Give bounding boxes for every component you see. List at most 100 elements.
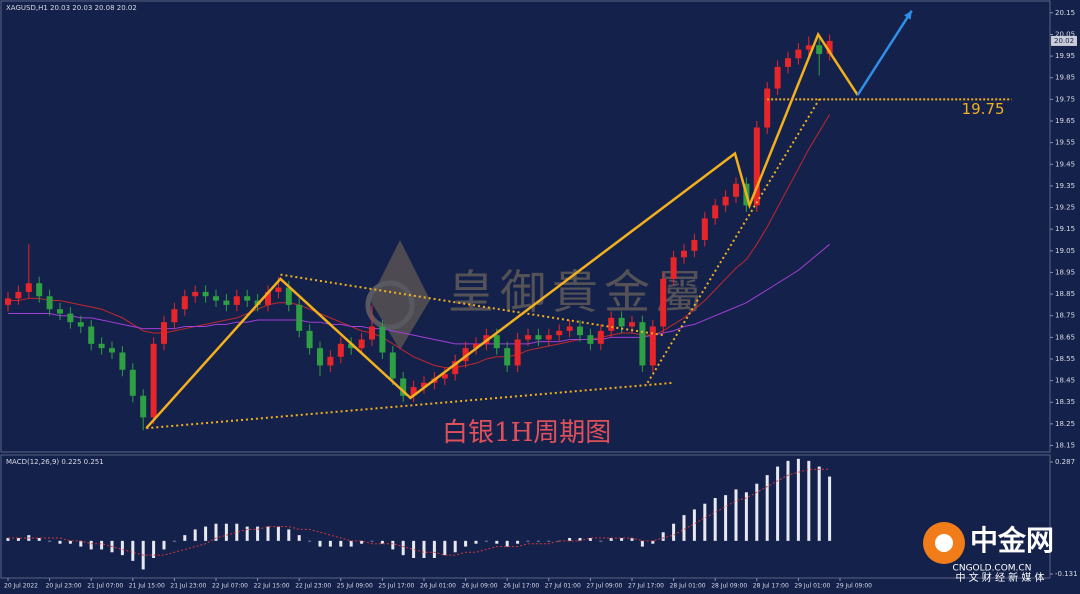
candle-body	[764, 88, 771, 128]
y-tick-label: 19.35	[1055, 182, 1075, 190]
x-tick-label: 26 Jul 01:00	[420, 583, 456, 590]
macd-y-tick-label: 0.287	[1055, 458, 1075, 466]
macd-bar	[713, 498, 717, 541]
macd-bar	[48, 540, 52, 542]
x-tick-label: 28 Jul 01:00	[670, 583, 706, 590]
candle-body	[98, 343, 105, 349]
macd-bar	[453, 540, 457, 553]
macd-bar	[495, 540, 499, 544]
macd-bar	[443, 540, 447, 556]
macd-bar	[172, 540, 176, 542]
macd-bar	[235, 523, 239, 541]
macd-bar	[505, 540, 509, 547]
y-tick-label: 19.15	[1055, 225, 1075, 233]
macd-bar	[79, 540, 83, 547]
y-tick-label: 20.15	[1055, 9, 1075, 17]
candle-body	[660, 278, 667, 327]
candle-body	[296, 304, 303, 331]
macd-bar	[703, 503, 707, 541]
y-tick-label: 20.05	[1055, 30, 1075, 38]
macd-bar	[245, 526, 249, 541]
candle-body	[712, 205, 719, 219]
macd-bar	[547, 540, 551, 542]
candle-body	[119, 352, 126, 370]
macd-bar	[640, 540, 644, 547]
candle-body	[774, 66, 781, 89]
x-tick-label: 25 Jul 17:00	[378, 583, 414, 590]
macd-bar	[214, 523, 218, 541]
zigzag	[145, 31, 859, 430]
macd-bar	[682, 515, 686, 541]
macd-bar	[37, 538, 41, 541]
main-panel	[0, 0, 1051, 453]
y-tick-label: 18.25	[1055, 420, 1075, 428]
last-price: 20.02	[1054, 37, 1074, 45]
candle-body	[535, 335, 542, 340]
macd-bar	[755, 483, 759, 541]
candle-body	[327, 356, 334, 366]
logo-url: CNGOLD.COM.CN	[953, 564, 1032, 574]
candle-body	[587, 335, 594, 344]
macd-bar	[526, 540, 530, 542]
candle-body	[348, 343, 355, 349]
candle-body	[171, 309, 178, 323]
macd-bar	[765, 475, 769, 541]
candle-body	[441, 374, 448, 379]
watermark-shape	[370, 240, 430, 350]
macd-bar	[68, 540, 72, 544]
macd-bar	[796, 458, 800, 541]
candle-body	[109, 348, 115, 353]
y-tick-label: 18.35	[1055, 398, 1075, 406]
candle-body	[140, 395, 147, 418]
macd-bar	[120, 540, 124, 556]
macd-bar	[734, 489, 738, 541]
candle-body	[389, 352, 396, 379]
y-tick-label: 19.75	[1055, 95, 1075, 103]
macd-bar	[661, 532, 665, 541]
candle-body	[608, 317, 615, 331]
macd-bar	[817, 466, 821, 541]
candle-body	[473, 343, 479, 349]
macd-bar	[58, 540, 62, 544]
macd-bar	[422, 540, 426, 558]
macd-bar	[516, 540, 520, 544]
macd-bar	[391, 540, 395, 550]
macd-bar	[724, 495, 728, 541]
candle-body	[805, 45, 812, 50]
macd-bar	[672, 523, 676, 541]
candle-body	[493, 335, 500, 349]
candle-body	[337, 343, 344, 357]
macd-panel	[0, 454, 1051, 579]
candle-body	[202, 291, 209, 297]
candle-body	[566, 326, 573, 331]
candle-body	[785, 58, 791, 67]
x-tick-label: 22 Jul 15:00	[254, 583, 290, 590]
y-tick-label: 19.65	[1055, 117, 1075, 125]
candle-body	[462, 348, 469, 362]
candle-body	[46, 296, 53, 310]
x-tick-label: 25 Jul 09:00	[337, 583, 373, 590]
arrow-head	[904, 10, 912, 20]
x-tick-label: 28 Jul 17:00	[753, 583, 789, 590]
candle-body	[77, 322, 84, 327]
macd-bar	[6, 538, 10, 541]
logo-name: 中金网	[970, 524, 1054, 557]
macd-bar	[266, 526, 270, 541]
y-tick-label: 19.55	[1055, 139, 1075, 147]
y-tick-label: 18.85	[1055, 290, 1075, 298]
macd-bar	[318, 540, 322, 547]
macd-bar	[100, 540, 104, 550]
x-tick-label: 27 Jul 01:00	[545, 583, 581, 590]
candle-body	[36, 283, 43, 297]
y-tick-label: 19.45	[1055, 160, 1075, 168]
y-tick-label: 19.25	[1055, 204, 1075, 212]
candle-body	[816, 45, 823, 54]
y-tick-label: 19.05	[1055, 247, 1075, 255]
candle-body	[57, 309, 63, 314]
x-tick-label: 20 Jul 2022	[4, 583, 38, 590]
macd-bar	[360, 540, 364, 544]
candle-body	[795, 49, 802, 59]
macd-legend: MACD(12,26,9) 0.225 0.251	[6, 458, 104, 466]
candle-body	[618, 317, 625, 327]
